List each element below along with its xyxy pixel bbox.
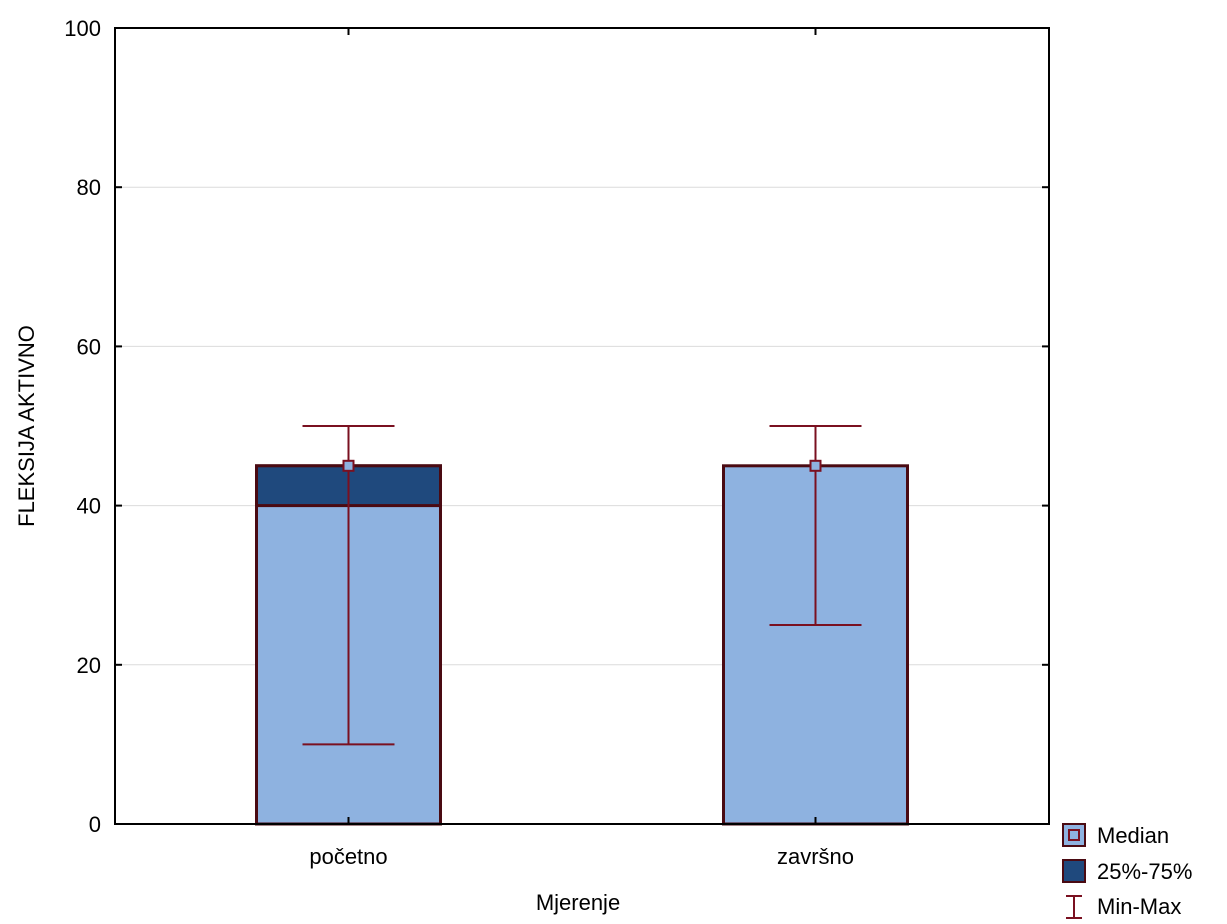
bars xyxy=(255,464,909,826)
legend-iqr-swatch xyxy=(1062,859,1086,883)
median-marker xyxy=(342,459,355,472)
y-tick-label: 20 xyxy=(77,653,101,678)
legend-median-marker xyxy=(1068,829,1080,841)
legend: Median 25%-75% Min-Max xyxy=(1062,823,1192,919)
median-marker xyxy=(809,459,822,472)
legend-label-median: Median xyxy=(1097,823,1169,848)
y-tick-label: 80 xyxy=(77,175,101,200)
y-axis: 0 20 40 60 80 100 xyxy=(64,16,1049,837)
legend-item-iqr: 25%-75% xyxy=(1062,859,1192,884)
x-axis: početno završno xyxy=(309,28,854,869)
x-tick-label: početno xyxy=(309,844,387,869)
whiskers xyxy=(302,425,862,746)
y-tick-label: 0 xyxy=(89,812,101,837)
x-axis-title: Mjerenje xyxy=(536,890,620,915)
legend-label-iqr: 25%-75% xyxy=(1097,859,1192,884)
y-tick-label: 100 xyxy=(64,16,101,41)
y-axis-title: FLEKSIJA AKTIVNO xyxy=(14,325,39,527)
y-tick-label: 40 xyxy=(77,494,101,519)
legend-item-median: Median xyxy=(1062,823,1169,848)
y-tick-label: 60 xyxy=(77,334,101,359)
legend-label-minmax: Min-Max xyxy=(1097,894,1181,919)
plot-frame xyxy=(114,27,1050,825)
x-tick-label: završno xyxy=(777,844,854,869)
legend-item-minmax: Min-Max xyxy=(1066,894,1181,919)
